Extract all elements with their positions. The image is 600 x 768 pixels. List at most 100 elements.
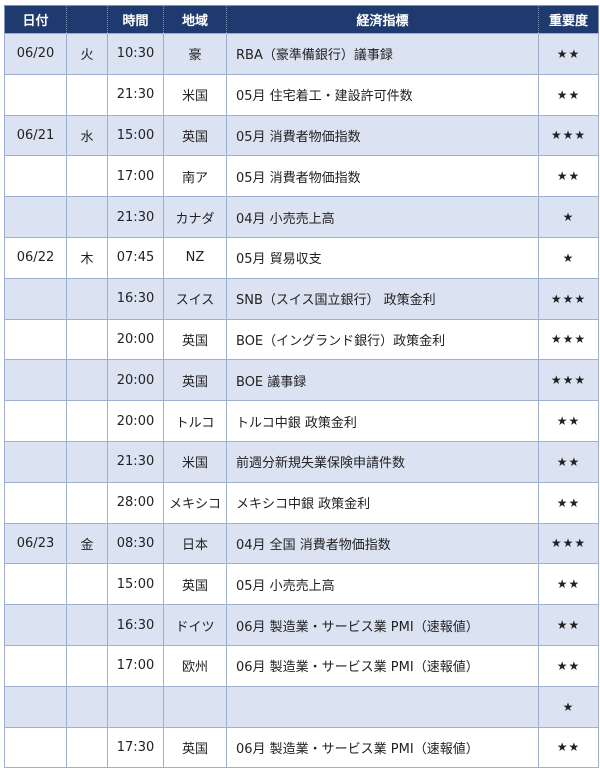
cell-importance: ★★★ — [538, 522, 599, 565]
cell-region: NZ — [163, 236, 227, 279]
header-time: 時間 — [107, 5, 164, 34]
cell-importance: ★★ — [538, 440, 599, 483]
cell-region: 米国 — [163, 73, 227, 116]
cell-time: 16:30 — [107, 277, 164, 320]
header-weekday — [66, 5, 108, 34]
cell-date — [4, 604, 67, 646]
cell-importance: ★★ — [538, 481, 599, 524]
cell-indicator: BOE（イングランド銀行）政策金利 — [226, 318, 539, 361]
cell-time: 16:30 — [107, 604, 164, 646]
table-row: 06/20 火 10:30 豪 RBA（豪準備銀行）議事録 ★★ — [4, 33, 599, 75]
cell-weekday: 木 — [66, 236, 108, 279]
cell-indicator: 04月 小売売上高 — [226, 196, 539, 238]
table-row: 15:00 英国 05月 小売売上高 ★★ — [4, 563, 599, 606]
cell-time: 15:00 — [107, 114, 164, 157]
cell-indicator: トルコ中銀 政策金利 — [226, 400, 539, 442]
cell-region: ドイツ — [163, 604, 227, 646]
table-row: 28:00 メキシコ メキシコ中銀 政策金利 ★★ — [4, 481, 599, 524]
cell-region: 南ア — [163, 155, 227, 198]
cell-indicator: 前週分新規失業保険申請件数 — [226, 440, 539, 483]
cell-weekday — [66, 155, 108, 198]
cell-date: 06/22 — [4, 236, 67, 279]
cell-weekday — [66, 481, 108, 524]
cell-indicator: 06月 製造業・サービス業 PMI（速報値） — [226, 644, 539, 687]
cell-region: 英国 — [163, 114, 227, 157]
header-region: 地域 — [163, 5, 227, 34]
table-row: 20:00 英国 BOE 議事録 ★★★ — [4, 359, 599, 402]
cell-weekday — [66, 318, 108, 361]
cell-time: 17:00 — [107, 644, 164, 687]
cell-date — [4, 359, 67, 402]
cell-indicator: RBA（豪準備銀行）議事録 — [226, 33, 539, 75]
table-row: 17:30 英国 06月 製造業・サービス業 PMI（速報値） ★★ — [4, 726, 599, 768]
cell-region — [163, 685, 227, 728]
cell-importance: ★★★ — [538, 359, 599, 402]
cell-date — [4, 481, 67, 524]
header-indicator: 経済指標 — [226, 5, 539, 34]
cell-region: 英国 — [163, 359, 227, 402]
cell-importance: ★ — [538, 196, 599, 238]
cell-time: 15:00 — [107, 563, 164, 606]
cell-date — [4, 400, 67, 442]
cell-region: 欧州 — [163, 644, 227, 687]
table-row: ★ — [4, 685, 599, 728]
cell-date — [4, 440, 67, 483]
cell-weekday — [66, 440, 108, 483]
cell-weekday — [66, 196, 108, 238]
cell-time: 08:30 — [107, 522, 164, 565]
cell-time: 17:30 — [107, 726, 164, 768]
cell-importance: ★ — [538, 685, 599, 728]
cell-indicator: 04月 全国 消費者物価指数 — [226, 522, 539, 565]
cell-indicator: 05月 消費者物価指数 — [226, 155, 539, 198]
cell-weekday — [66, 685, 108, 728]
cell-importance: ★★★ — [538, 277, 599, 320]
cell-weekday: 火 — [66, 33, 108, 75]
cell-indicator: 05月 消費者物価指数 — [226, 114, 539, 157]
table-row: 06/21 水 15:00 英国 05月 消費者物価指数 ★★★ — [4, 114, 599, 157]
cell-time: 21:30 — [107, 73, 164, 116]
cell-date — [4, 73, 67, 116]
cell-weekday: 水 — [66, 114, 108, 157]
cell-time — [107, 685, 164, 728]
cell-weekday — [66, 644, 108, 687]
cell-region: 英国 — [163, 726, 227, 768]
cell-importance: ★★ — [538, 33, 599, 75]
cell-date — [4, 277, 67, 320]
table-row: 20:00 英国 BOE（イングランド銀行）政策金利 ★★★ — [4, 318, 599, 361]
cell-time: 07:45 — [107, 236, 164, 279]
economic-calendar-table: 日付 時間 地域 経済指標 重要度 06/20 火 10:30 豪 RBA（豪準備銀行）… — [4, 5, 599, 768]
cell-weekday — [66, 359, 108, 402]
cell-indicator: 05月 貿易収支 — [226, 236, 539, 279]
cell-region: トルコ — [163, 400, 227, 442]
header-importance: 重要度 — [538, 5, 599, 34]
cell-date — [4, 196, 67, 238]
cell-date: 06/21 — [4, 114, 67, 157]
cell-region: 英国 — [163, 563, 227, 606]
cell-indicator: BOE 議事録 — [226, 359, 539, 402]
cell-weekday — [66, 604, 108, 646]
cell-date — [4, 318, 67, 361]
cell-region: 日本 — [163, 522, 227, 565]
table-row: 17:00 欧州 06月 製造業・サービス業 PMI（速報値） ★★ — [4, 644, 599, 687]
cell-importance: ★★ — [538, 400, 599, 442]
cell-region: スイス — [163, 277, 227, 320]
cell-region: メキシコ — [163, 481, 227, 524]
cell-date — [4, 563, 67, 606]
cell-weekday — [66, 726, 108, 768]
cell-weekday — [66, 563, 108, 606]
cell-time: 28:00 — [107, 481, 164, 524]
table-row: 21:30 米国 前週分新規失業保険申請件数 ★★ — [4, 440, 599, 483]
table-header: 日付 時間 地域 経済指標 重要度 — [4, 5, 599, 34]
table-row: 17:00 南ア 05月 消費者物価指数 ★★ — [4, 155, 599, 198]
cell-importance: ★★ — [538, 726, 599, 768]
table-row: 16:30 スイス SNB（スイス国立銀行） 政策金利 ★★★ — [4, 277, 599, 320]
cell-importance: ★★ — [538, 155, 599, 198]
cell-date: 06/20 — [4, 33, 67, 75]
cell-date — [4, 644, 67, 687]
cell-region: 米国 — [163, 440, 227, 483]
cell-weekday — [66, 277, 108, 320]
cell-weekday: 金 — [66, 522, 108, 565]
cell-time: 20:00 — [107, 400, 164, 442]
cell-importance: ★★ — [538, 73, 599, 116]
header-date: 日付 — [4, 5, 67, 34]
